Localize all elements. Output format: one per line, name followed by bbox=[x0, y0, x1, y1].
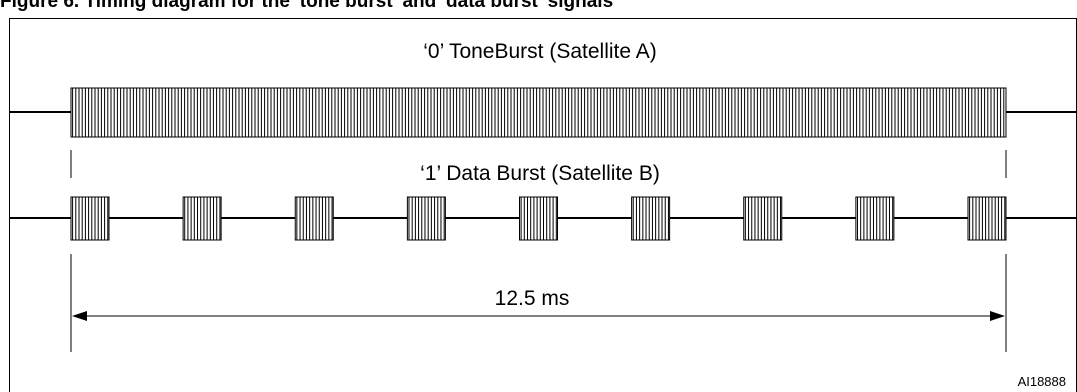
data-burst-block bbox=[744, 197, 782, 240]
figure-id: AI18888 bbox=[1018, 374, 1066, 389]
duration-arrowhead-right bbox=[990, 311, 1005, 321]
data-burst-block bbox=[407, 197, 445, 240]
data-burst-block bbox=[295, 197, 333, 240]
data-burst-block bbox=[632, 197, 670, 240]
data-burst-block bbox=[71, 197, 109, 240]
data-burst-block bbox=[968, 197, 1006, 240]
data-burst-signal bbox=[71, 197, 1006, 240]
tone-burst-block bbox=[71, 88, 1006, 137]
data-burst-block bbox=[520, 197, 558, 240]
duration-arrowhead-left bbox=[72, 311, 87, 321]
duration-label: 12.5 ms bbox=[495, 287, 570, 310]
data-burst-block bbox=[856, 197, 894, 240]
data-burst-block bbox=[183, 197, 221, 240]
tone-burst-label: ‘0’ ToneBurst (Satellite A) bbox=[423, 40, 656, 63]
tone-burst-signal bbox=[71, 88, 1006, 137]
data-burst-label: ‘1’ Data Burst (Satellite B) bbox=[420, 162, 660, 185]
